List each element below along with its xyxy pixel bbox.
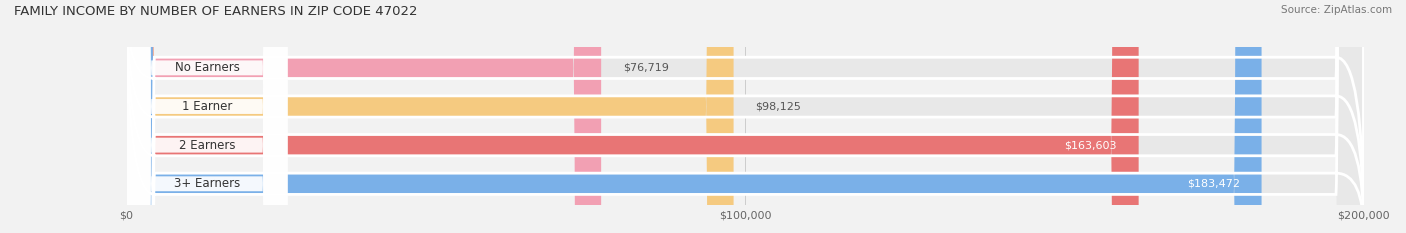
- FancyBboxPatch shape: [127, 0, 287, 233]
- FancyBboxPatch shape: [127, 0, 287, 233]
- Text: Source: ZipAtlas.com: Source: ZipAtlas.com: [1281, 5, 1392, 15]
- FancyBboxPatch shape: [127, 0, 1261, 233]
- FancyBboxPatch shape: [127, 0, 734, 233]
- FancyBboxPatch shape: [127, 0, 1139, 233]
- Text: FAMILY INCOME BY NUMBER OF EARNERS IN ZIP CODE 47022: FAMILY INCOME BY NUMBER OF EARNERS IN ZI…: [14, 5, 418, 18]
- Text: $76,719: $76,719: [623, 63, 669, 73]
- Text: $183,472: $183,472: [1187, 179, 1240, 189]
- FancyBboxPatch shape: [127, 0, 1364, 233]
- Text: 1 Earner: 1 Earner: [181, 100, 232, 113]
- FancyBboxPatch shape: [127, 0, 1364, 233]
- Text: $163,603: $163,603: [1064, 140, 1116, 150]
- FancyBboxPatch shape: [127, 0, 602, 233]
- Text: 3+ Earners: 3+ Earners: [174, 177, 240, 190]
- FancyBboxPatch shape: [127, 0, 287, 233]
- Text: $98,125: $98,125: [755, 102, 801, 112]
- FancyBboxPatch shape: [127, 0, 1364, 233]
- Text: No Earners: No Earners: [174, 61, 239, 74]
- FancyBboxPatch shape: [127, 0, 1364, 233]
- Text: 2 Earners: 2 Earners: [179, 139, 235, 152]
- FancyBboxPatch shape: [127, 0, 287, 233]
